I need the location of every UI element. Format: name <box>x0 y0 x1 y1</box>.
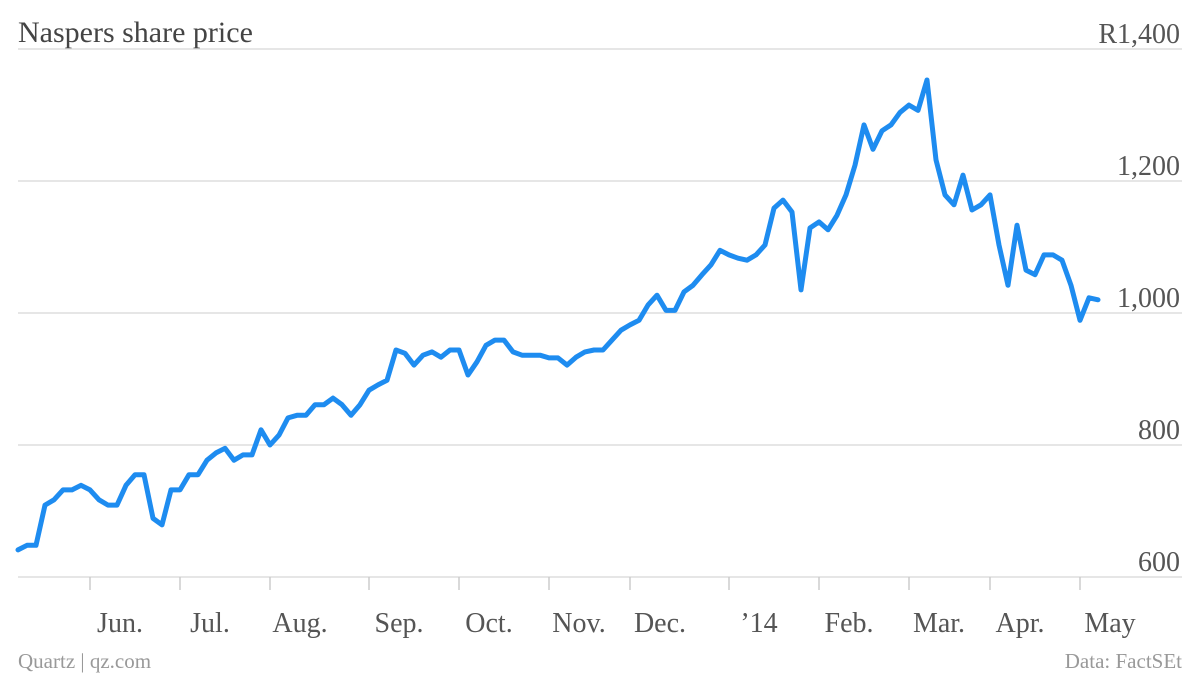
price-line <box>15 77 1101 553</box>
x-tick-label: Apr. <box>996 608 1045 639</box>
x-tick-label: Sep. <box>375 608 424 639</box>
y-tick-label: 600 <box>1138 547 1180 578</box>
x-tick-label: Nov. <box>552 608 605 639</box>
x-tick-label: Mar. <box>913 608 965 639</box>
y-tick-label: 800 <box>1138 415 1180 446</box>
footer-source: Quartz | qz.com <box>18 649 151 673</box>
y-tick-label: R1,400 <box>1098 19 1180 50</box>
footer-data: Data: FactSEt <box>1065 649 1182 673</box>
x-tick-label: Dec. <box>634 608 686 639</box>
x-tick-label: ’14 <box>740 608 777 639</box>
y-tick-label: 1,200 <box>1117 151 1180 182</box>
x-tick-label: Aug. <box>272 608 327 639</box>
x-tick-label: May <box>1084 608 1135 639</box>
y-tick-label: 1,000 <box>1117 283 1180 314</box>
x-tick-label: Feb. <box>825 608 874 639</box>
chart-title: Naspers share price <box>18 16 253 49</box>
x-tick-label: Oct. <box>465 608 512 639</box>
x-tick-label: Jun. <box>97 608 143 639</box>
x-tick-label: Jul. <box>190 608 230 639</box>
